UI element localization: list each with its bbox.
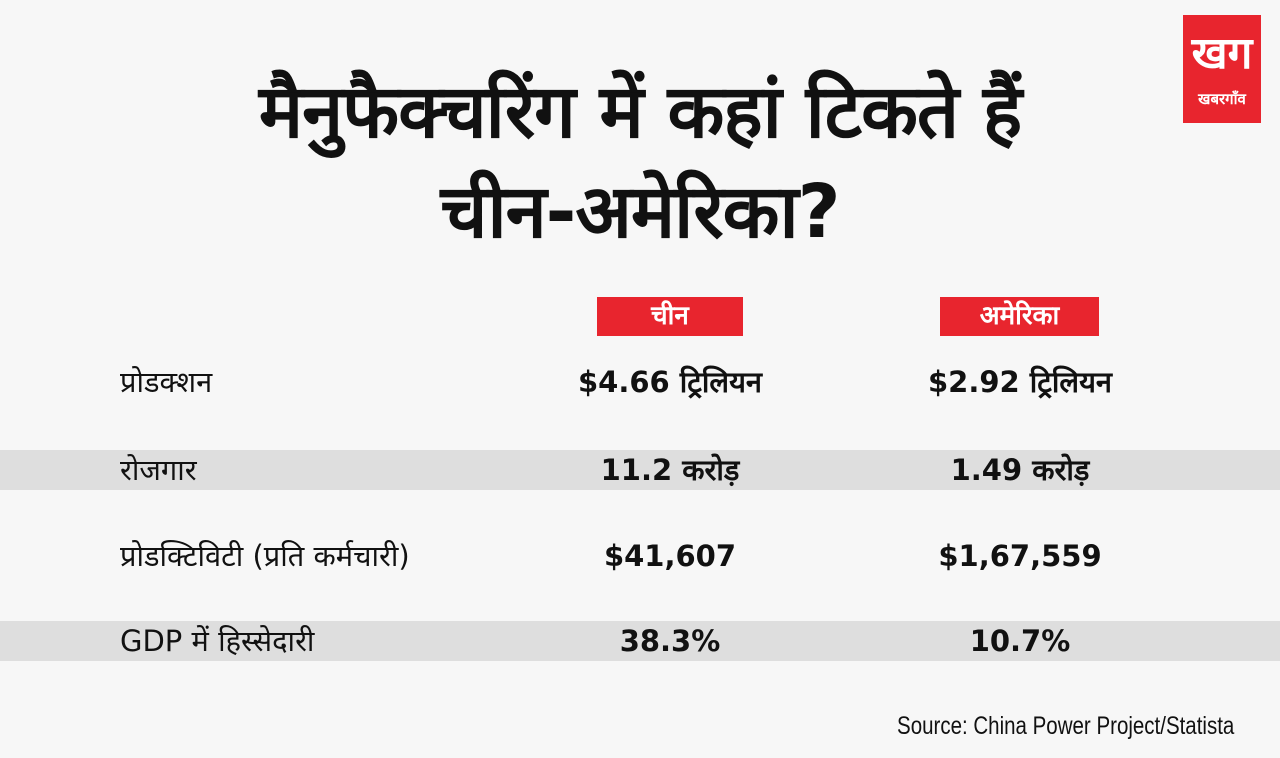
logo-wordmark: खबरगाँव — [1198, 90, 1246, 108]
table-row-gdp-share: GDP में हिस्सेदारी 38.3% 10.7% — [0, 621, 1280, 661]
row-label: प्रोडक्शन — [120, 365, 213, 399]
row-value-china: $4.66 ट्रिलियन — [577, 365, 763, 399]
row-value-usa: 1.49 करोड़ — [950, 453, 1090, 487]
column-header-china: चीन — [597, 297, 743, 336]
logo-mark: खग — [1191, 28, 1253, 79]
row-label: GDP में हिस्सेदारी — [120, 624, 315, 658]
row-value-china: 11.2 करोड़ — [600, 453, 740, 487]
row-label: प्रोडक्टिविटी (प्रति कर्मचारी) — [120, 539, 410, 573]
title-line-1: मैनुफैक्चरिंग में कहां टिकते हैं — [258, 69, 1022, 155]
row-label: रोजगार — [120, 453, 197, 487]
title-line-2: चीन-अमेरिका? — [440, 169, 840, 255]
source-credit: Source: China Power Project/Statista — [896, 712, 1234, 740]
table-row-production: प्रोडक्शन $4.66 ट्रिलियन $2.92 ट्रिलियन — [0, 362, 1280, 402]
row-value-usa: $2.92 ट्रिलियन — [927, 365, 1113, 399]
page-title: मैनुफैक्चरिंग में कहां टिकते हैं चीन-अमे… — [0, 62, 1280, 262]
column-header-usa: अमेरिका — [940, 297, 1099, 336]
table-row-productivity: प्रोडक्टिविटी (प्रति कर्मचारी) $41,607 $… — [0, 536, 1280, 576]
row-value-china: $41,607 — [603, 539, 737, 573]
row-value-usa: 10.7% — [969, 624, 1071, 658]
table-row-employment: रोजगार 11.2 करोड़ 1.49 करोड़ — [0, 450, 1280, 490]
row-value-usa: $1,67,559 — [938, 539, 1102, 573]
row-value-china: 38.3% — [619, 624, 721, 658]
khabargaon-logo: खग खबरगाँव — [1183, 15, 1261, 123]
